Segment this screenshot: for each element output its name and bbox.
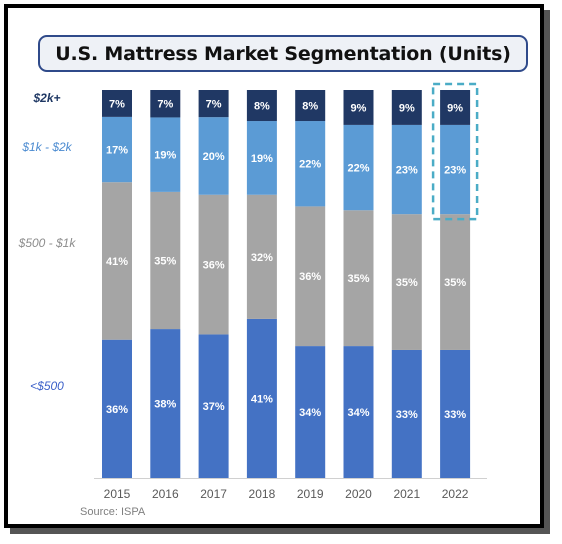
data-label: 23% xyxy=(444,165,466,177)
bar-segment xyxy=(198,117,229,195)
bar-segment xyxy=(102,116,132,183)
data-label: 34% xyxy=(347,407,369,419)
chart-title: U.S. Mattress Market Segmentation (Units… xyxy=(55,42,511,65)
data-label: 19% xyxy=(154,150,176,162)
bar-segment xyxy=(440,90,471,125)
x-tick-label: 2018 xyxy=(249,487,276,501)
data-label: 9% xyxy=(399,102,415,114)
data-label: 38% xyxy=(154,399,176,411)
bar-segment xyxy=(295,346,326,478)
data-label: 7% xyxy=(109,98,125,110)
bar-segment xyxy=(391,349,422,478)
bar-segment xyxy=(343,346,374,478)
data-label: 22% xyxy=(299,159,321,171)
bar-segment xyxy=(198,90,229,118)
data-label: 33% xyxy=(444,409,466,421)
chart-title-box: U.S. Mattress Market Segmentation (Units… xyxy=(38,35,528,72)
data-label: 9% xyxy=(447,102,463,114)
legend-label: $1k - $2k xyxy=(21,140,72,154)
highlight-box xyxy=(431,82,479,221)
x-tick-label: 2017 xyxy=(200,487,227,501)
bar-segment xyxy=(295,121,326,207)
bar-segment xyxy=(150,191,181,330)
bar-segment xyxy=(102,339,132,478)
data-label: 33% xyxy=(396,409,418,421)
legend-label: <$500 xyxy=(30,379,64,393)
data-label: 8% xyxy=(254,101,270,113)
data-label: 34% xyxy=(299,407,321,419)
x-tick-label: 2016 xyxy=(152,487,179,501)
data-label: 37% xyxy=(203,401,225,413)
bar-segment xyxy=(246,318,277,478)
data-label: 35% xyxy=(347,273,369,285)
bar-segment xyxy=(391,214,422,350)
data-label: 7% xyxy=(157,99,173,111)
bar-segment xyxy=(391,90,422,125)
data-label: 36% xyxy=(203,260,225,272)
data-label: 19% xyxy=(251,153,273,165)
bar-segment xyxy=(198,194,229,335)
bar-segment xyxy=(150,329,181,478)
data-label: 35% xyxy=(154,255,176,267)
data-label: 23% xyxy=(396,165,418,177)
source-note: Source: ISPA xyxy=(80,506,146,518)
bar-segment xyxy=(295,90,326,122)
legend-label: $500 - $1k xyxy=(18,236,77,250)
data-label: 9% xyxy=(351,102,367,114)
data-label: 7% xyxy=(206,99,222,111)
data-label: 35% xyxy=(444,277,466,289)
bar-segment xyxy=(246,194,277,319)
x-tick-label: 2020 xyxy=(345,487,372,501)
data-label: 35% xyxy=(396,277,418,289)
data-label: 36% xyxy=(106,404,128,416)
x-tick-label: 2015 xyxy=(104,487,131,501)
bar-segment xyxy=(343,90,374,125)
data-label: 20% xyxy=(203,151,225,163)
data-label: 8% xyxy=(302,101,318,113)
bar-segment xyxy=(246,90,277,122)
bar-segment xyxy=(343,124,374,211)
data-label: 41% xyxy=(251,393,273,405)
data-label: 41% xyxy=(106,256,128,268)
bar-segment xyxy=(343,210,374,347)
data-label: 22% xyxy=(347,163,369,175)
bar-segment xyxy=(391,124,422,215)
bar-segment xyxy=(440,214,471,350)
legend-label: $2k+ xyxy=(32,91,60,105)
bar-segment xyxy=(440,349,471,478)
x-tick-label: 2021 xyxy=(393,487,420,501)
bar-segment xyxy=(150,90,181,118)
bar-segment xyxy=(440,124,471,215)
bar-segment xyxy=(102,90,132,117)
data-label: 36% xyxy=(299,271,321,283)
bar-segment xyxy=(295,206,326,347)
bar-segment xyxy=(246,121,277,195)
bar-segment xyxy=(198,334,229,478)
data-label: 17% xyxy=(106,145,128,157)
x-tick-label: 2022 xyxy=(442,487,469,501)
bar-segment xyxy=(102,182,132,340)
data-label: 32% xyxy=(251,252,273,264)
x-tick-label: 2019 xyxy=(297,487,324,501)
bar-segment xyxy=(150,117,181,192)
